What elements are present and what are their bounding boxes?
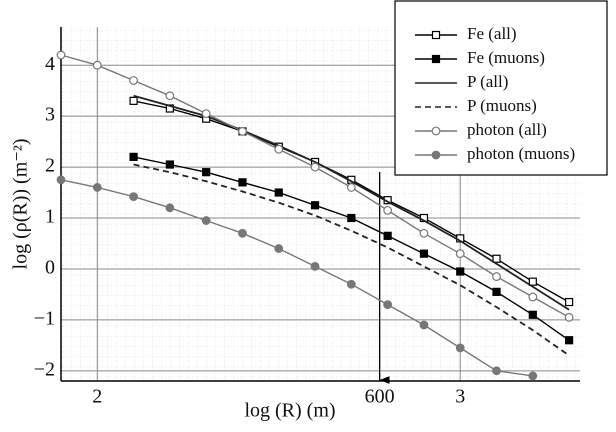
point bbox=[274, 144, 284, 154]
point bbox=[346, 183, 356, 192]
point bbox=[492, 366, 501, 376]
point bbox=[129, 96, 138, 105]
y-tick-label: 3 bbox=[45, 104, 55, 126]
point bbox=[383, 300, 393, 309]
point bbox=[383, 205, 393, 215]
point bbox=[419, 228, 429, 238]
y-tick-label: 1 bbox=[45, 206, 55, 228]
legend-label: Fe (all) bbox=[467, 24, 517, 43]
x-tick-label: 2 bbox=[92, 386, 102, 408]
line bbox=[60, 179, 533, 377]
point bbox=[92, 183, 102, 192]
point bbox=[165, 91, 175, 101]
line bbox=[133, 163, 570, 357]
point bbox=[310, 261, 320, 271]
point bbox=[129, 192, 138, 202]
point bbox=[347, 213, 356, 223]
point bbox=[202, 168, 211, 177]
point bbox=[492, 272, 501, 281]
x-tick-label: 3 bbox=[455, 386, 465, 408]
point bbox=[129, 76, 138, 85]
point bbox=[238, 178, 247, 187]
legend-label: P (all) bbox=[467, 72, 508, 91]
y-axis-label: log (ρ(R)) (m⁻²) bbox=[10, 139, 32, 270]
y-tick-label: −2 bbox=[34, 358, 55, 380]
point bbox=[564, 312, 574, 322]
y-tick-label: 4 bbox=[45, 53, 55, 75]
point bbox=[274, 188, 283, 197]
point bbox=[310, 201, 320, 210]
series bbox=[56, 50, 574, 322]
y-tick-label: 2 bbox=[45, 155, 55, 177]
point bbox=[238, 228, 247, 238]
legend-label: photon (all) bbox=[467, 120, 547, 139]
series bbox=[56, 175, 538, 381]
y-tick-label: −1 bbox=[34, 307, 55, 329]
point bbox=[346, 279, 356, 289]
legend-marker bbox=[431, 54, 441, 64]
point bbox=[565, 336, 574, 345]
legend-marker bbox=[431, 30, 441, 40]
point bbox=[129, 152, 138, 161]
legend-marker bbox=[431, 126, 441, 136]
point bbox=[56, 175, 66, 185]
point bbox=[238, 127, 247, 136]
point bbox=[92, 60, 102, 70]
series bbox=[133, 163, 570, 357]
point bbox=[492, 287, 501, 296]
point bbox=[528, 292, 538, 302]
legend: Fe (all) Fe (muons) P (all) P (muons) photon… bbox=[394, 0, 608, 176]
point bbox=[419, 320, 429, 330]
point bbox=[310, 162, 320, 172]
point bbox=[528, 277, 537, 286]
point bbox=[201, 216, 211, 225]
point bbox=[201, 109, 211, 118]
series bbox=[129, 152, 574, 345]
point bbox=[56, 50, 66, 60]
legend-label: Fe (muons) bbox=[467, 48, 545, 67]
point bbox=[165, 160, 174, 169]
point bbox=[565, 297, 574, 307]
y-tick-label: 0 bbox=[45, 257, 55, 279]
point bbox=[455, 249, 465, 259]
x-axis-label: log (R) (m) bbox=[244, 400, 335, 422]
point bbox=[528, 371, 538, 381]
legend-label: photon (muons) bbox=[467, 144, 575, 163]
point bbox=[419, 249, 429, 258]
point bbox=[528, 310, 537, 319]
point bbox=[383, 231, 392, 240]
point bbox=[274, 244, 284, 253]
point bbox=[492, 254, 501, 263]
legend-label: P (muons) bbox=[467, 96, 537, 115]
legend-marker bbox=[431, 150, 441, 160]
x-tick-label: 600 bbox=[365, 386, 395, 408]
legend-box bbox=[394, 0, 608, 176]
point bbox=[456, 267, 465, 276]
point bbox=[165, 203, 175, 213]
point bbox=[455, 343, 465, 353]
